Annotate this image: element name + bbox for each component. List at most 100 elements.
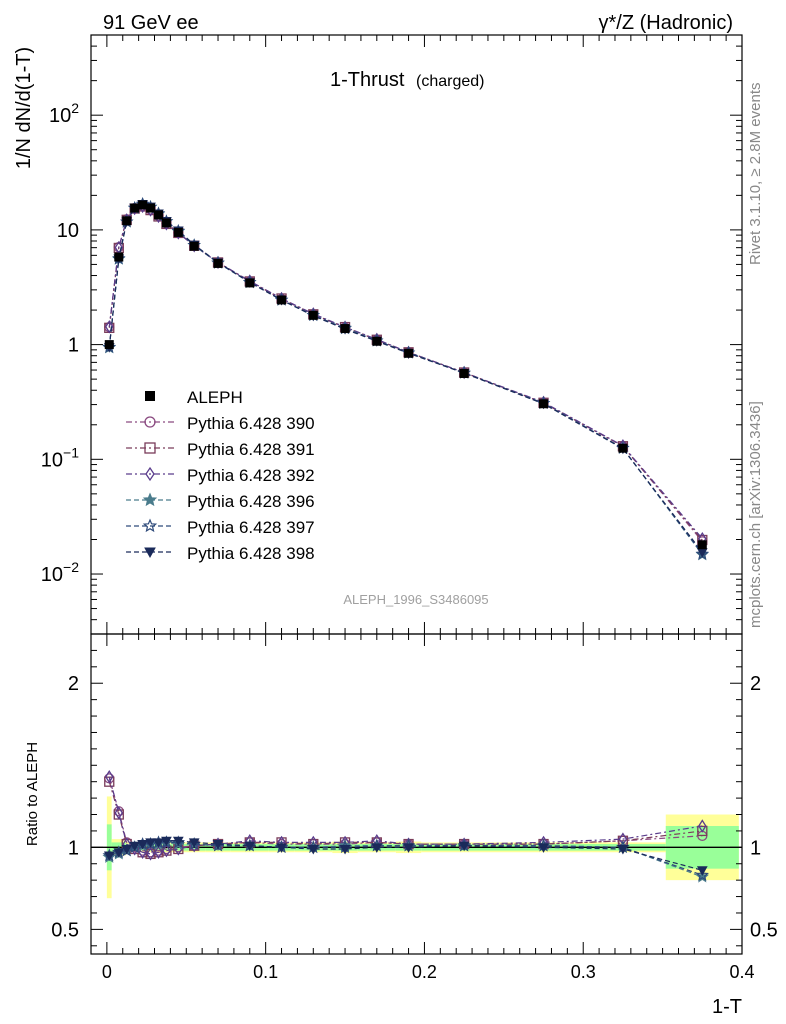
series-point-ratio	[138, 845, 147, 859]
y-tick-base: 1	[68, 335, 79, 357]
legend-marker	[142, 518, 158, 533]
legend-marker	[142, 492, 158, 507]
legend-label: Pythia 6.428 390	[187, 414, 315, 433]
data-point	[277, 295, 287, 305]
series-line-main	[108, 205, 703, 541]
y-tick-label: 1	[68, 335, 79, 357]
series-point-ratio	[113, 848, 125, 858]
data-point	[104, 340, 114, 350]
series-3	[102, 197, 709, 883]
data-point	[459, 368, 469, 378]
source-label: mcplots.cern.ch [arXiv:1306.3436]	[747, 401, 764, 628]
series-line-ratio	[109, 840, 703, 871]
data-point	[130, 203, 140, 213]
ratio-axis-title: Ratio to ALEPH	[24, 742, 41, 846]
ratio-tick-label: 0.5	[51, 919, 79, 941]
series-4	[102, 196, 709, 881]
data-point	[340, 324, 350, 334]
data-point	[153, 210, 163, 220]
data-point	[697, 540, 707, 550]
y-tick-base: 10	[41, 449, 63, 471]
series-5	[103, 199, 708, 876]
y-tick-label: 10	[57, 220, 79, 242]
x-tick-label: 0.1	[253, 962, 278, 982]
rivet-label: Rivet 3.1.10, ≥ 2.8M events	[747, 83, 764, 266]
data-point	[189, 241, 199, 251]
series-point-ratio	[276, 843, 287, 853]
data-point	[146, 203, 156, 213]
series-point-ratio	[698, 819, 707, 833]
header-right: γ*/Z (Hadronic)	[599, 12, 733, 34]
data-series	[104, 200, 707, 550]
series-point-main	[104, 320, 114, 334]
y-tick-base: 10	[41, 564, 63, 586]
series-point-ratio	[129, 841, 141, 852]
series-point-ratio	[121, 844, 133, 855]
legend-label: Pythia 6.428 391	[187, 440, 315, 459]
data-point	[245, 278, 255, 288]
legend-marker	[144, 416, 156, 428]
x-tick-label: 0.3	[571, 962, 596, 982]
series-point-ratio	[145, 838, 156, 848]
series-point-ratio	[458, 841, 470, 852]
y-tick-base: 10	[57, 220, 79, 242]
chart-title: 1-Thrust (charged)	[330, 69, 485, 91]
series-line-ratio	[108, 778, 703, 853]
series-point-ratio	[403, 843, 414, 853]
ratio-tick-label: 1	[68, 837, 79, 859]
header-left: 91 GeV ee	[103, 12, 199, 34]
legend-label: Pythia 6.428 398	[187, 544, 315, 563]
series-point-ratio	[162, 843, 171, 858]
series-point-ratio	[617, 844, 629, 855]
legend-marker	[144, 547, 156, 559]
legend-data-marker	[145, 391, 155, 401]
series-point-ratio	[103, 851, 115, 862]
y-tick-exp: 2	[71, 100, 79, 116]
legend: ALEPH Pythia 6.428 390 Pythia 6.428 391 Pyt…	[126, 388, 315, 563]
ratio-tick-label: 2	[68, 673, 79, 695]
y-tick-label: 102	[49, 100, 79, 127]
ratio-tick-label-right: 0.5	[750, 919, 778, 941]
y-tick-base: 10	[49, 105, 71, 127]
data-point	[404, 348, 414, 358]
series-point-ratio	[307, 844, 319, 855]
x-tick-label: 0	[102, 962, 112, 982]
legend-marker	[145, 466, 155, 482]
series-point-ratio	[172, 836, 184, 847]
series-point-ratio	[114, 806, 124, 820]
legend-label: Pythia 6.428 397	[187, 518, 315, 537]
x-tick-label: 0.4	[729, 962, 754, 982]
series-point-ratio	[137, 840, 148, 850]
series-point-ratio	[244, 841, 256, 852]
data-point	[372, 336, 382, 346]
data-point	[213, 258, 223, 268]
data-point	[114, 252, 124, 262]
y-axis-title: 1/N dN/d(1-T)	[13, 47, 35, 169]
x-axis-title: 1-T	[712, 996, 742, 1018]
series-point-ratio	[146, 847, 155, 861]
series-point-ratio	[154, 845, 163, 859]
x-tick-label: 0.2	[412, 962, 437, 982]
series-line-main	[108, 205, 703, 539]
chart-title-main: 1-Thrust	[330, 69, 405, 91]
legend-marker	[144, 442, 156, 454]
series-layer	[102, 196, 709, 883]
series-point-ratio	[538, 843, 549, 853]
chart-title-sub: (charged)	[416, 73, 484, 90]
series-point-ratio	[104, 770, 114, 784]
data-point	[173, 227, 183, 237]
y-tick-label: 10−1	[41, 444, 79, 471]
data-point	[161, 218, 171, 228]
y-tick-label: 10−2	[41, 559, 79, 586]
data-point	[539, 399, 549, 409]
series-point-ratio	[371, 843, 383, 853]
series-point-ratio	[161, 836, 172, 847]
analysis-label: ALEPH_1996_S3486095	[343, 592, 488, 607]
series-point-ratio	[188, 838, 200, 848]
series-point-ratio	[695, 868, 709, 881]
ratio-panel-frame	[90, 633, 743, 955]
data-point	[308, 310, 318, 320]
series-point-ratio	[339, 844, 351, 855]
